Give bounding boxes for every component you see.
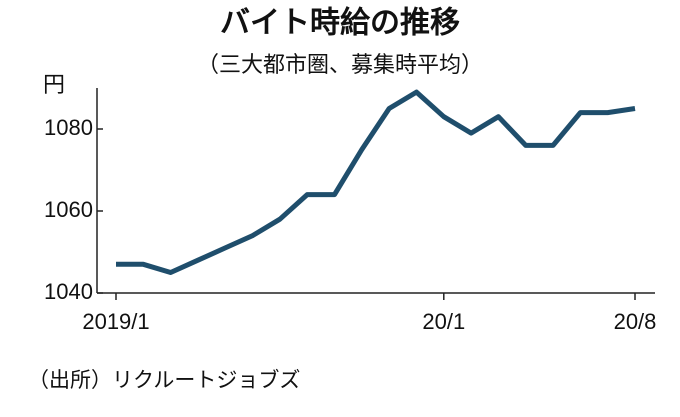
y-tick-label: 1040 xyxy=(44,279,93,304)
y-tick-label: 1080 xyxy=(44,115,93,140)
x-tick-label: 2019/1 xyxy=(82,309,149,334)
y-tick-label: 1060 xyxy=(44,197,93,222)
x-tick-label: 20/8 xyxy=(614,309,657,334)
line-series xyxy=(116,89,636,275)
chart-title: バイト時給の推移 xyxy=(220,6,460,41)
x-tick-label: 20/1 xyxy=(422,309,465,334)
chart-subtitle: （三大都市圏、募集時平均） xyxy=(197,53,483,78)
source-note: （出所）リクルートジョブズ xyxy=(28,368,300,392)
y-axis-unit: 円 xyxy=(43,73,65,98)
